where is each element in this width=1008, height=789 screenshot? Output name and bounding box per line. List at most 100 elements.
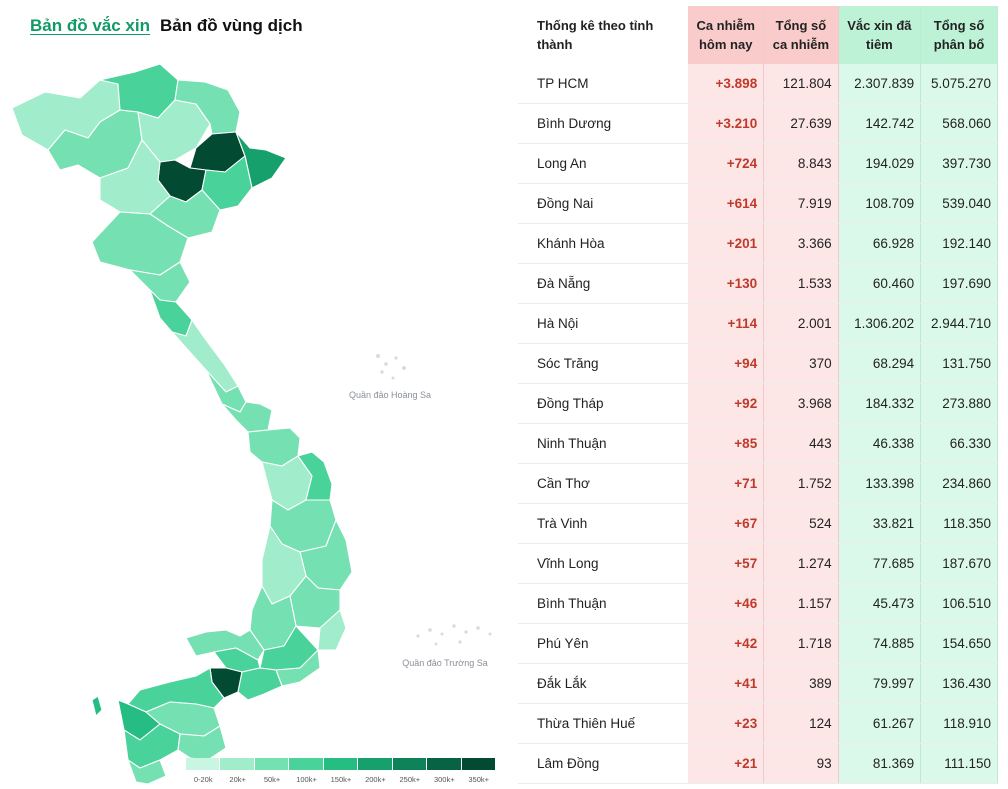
cell-total-cases: 3.968: [763, 383, 839, 424]
cell-province: Trà Vinh: [518, 503, 689, 544]
map-region[interactable]: [237, 667, 283, 701]
table-row[interactable]: Thừa Thiên Huế +23 124 61.267 118.910: [518, 703, 998, 744]
cell-province: Ninh Thuận: [518, 423, 689, 464]
cell-cases-today: +42: [688, 623, 765, 664]
cell-allocated: 154.650: [920, 623, 998, 664]
cell-vaccinated: 79.997: [838, 663, 922, 704]
cell-cases-today: +130: [688, 263, 765, 304]
legend-swatch: [289, 758, 324, 770]
map-island: [402, 366, 406, 370]
map-tabs: Bản đồ vắc xin Bản đồ vùng dịch: [30, 16, 303, 36]
cell-total-cases: 1.752: [763, 463, 839, 504]
province-stats-table-wrap[interactable]: Thống kê theo tỉnh thành Ca nhiễm hôm na…: [518, 6, 998, 784]
cell-allocated: 187.670: [920, 543, 998, 584]
map-island: [428, 628, 432, 632]
table-row[interactable]: Đồng Tháp +92 3.968 184.332 273.880: [518, 383, 998, 424]
map-island: [452, 624, 456, 628]
cell-province: Khánh Hòa: [518, 223, 689, 264]
legend-label: 300k+: [433, 775, 455, 784]
table-row[interactable]: Hà Nội +114 2.001 1.306.202 2.944.710: [518, 303, 998, 344]
cell-total-cases: 1.274: [763, 543, 839, 584]
map-region[interactable]: [317, 609, 347, 651]
legend-swatch: [427, 758, 462, 770]
cell-allocated: 2.944.710: [920, 303, 998, 344]
table-row[interactable]: Trà Vinh +67 524 33.821 118.350: [518, 503, 998, 544]
map-island: [458, 640, 462, 644]
cell-cases-today: +114: [688, 303, 765, 344]
table-row[interactable]: TP HCM +3.898 121.804 2.307.839 5.075.270: [518, 64, 998, 104]
legend-swatch: [220, 758, 255, 770]
cell-allocated: 5.075.270: [920, 64, 998, 104]
table-row[interactable]: Lâm Đồng +21 93 81.369 111.150: [518, 743, 998, 784]
cell-cases-today: +3.898: [688, 64, 765, 104]
cell-vaccinated: 1.306.202: [838, 303, 922, 344]
tab-epidemic-map[interactable]: Bản đồ vùng dịch: [159, 16, 303, 35]
table-row[interactable]: Khánh Hòa +201 3.366 66.928 192.140: [518, 223, 998, 264]
tab-vaccine-map[interactable]: Bản đồ vắc xin: [30, 16, 150, 35]
cell-province: Đồng Tháp: [518, 383, 689, 424]
map-svg[interactable]: Quần đảo Hoàng Sa Quần đảo Trường Sa: [0, 55, 510, 789]
table-row[interactable]: Đà Nẵng +130 1.533 60.460 197.690: [518, 263, 998, 304]
cell-province: Đắk Lắk: [518, 663, 689, 704]
cell-cases-today: +94: [688, 343, 765, 384]
table-row[interactable]: Ninh Thuận +85 443 46.338 66.330: [518, 423, 998, 464]
table-row[interactable]: Phú Yên +42 1.718 74.885 154.650: [518, 623, 998, 664]
map-legend: 0-20k 20k+ 50k+ 100k+ 150k+ 200k+ 250k+ 300k+ 35…: [186, 758, 496, 784]
cell-cases-today: +71: [688, 463, 765, 504]
cell-allocated: 197.690: [920, 263, 998, 304]
table-row[interactable]: Đồng Nai +614 7.919 108.709 539.040: [518, 183, 998, 224]
map-region[interactable]: [221, 401, 273, 433]
cell-cases-today: +41: [688, 663, 765, 704]
col-header-vaccinated[interactable]: Vắc xin đã tiêm: [838, 6, 922, 64]
map-island: [416, 634, 420, 638]
cell-cases-today: +614: [688, 183, 765, 224]
cell-allocated: 136.430: [920, 663, 998, 704]
cell-vaccinated: 2.307.839: [838, 64, 922, 104]
table-row[interactable]: Vĩnh Long +57 1.274 77.685 187.670: [518, 543, 998, 584]
table-row[interactable]: Bình Dương +3.210 27.639 142.742 568.060: [518, 103, 998, 144]
legend-color-bar: [186, 758, 496, 770]
cell-province: Bình Thuận: [518, 583, 689, 624]
col-header-allocated[interactable]: Tổng số phân bổ: [920, 6, 998, 64]
legend-swatch: [186, 758, 221, 770]
table-row[interactable]: Sóc Trăng +94 370 68.294 131.750: [518, 343, 998, 384]
map-island: [476, 626, 480, 630]
province-stats-table: Thống kê theo tỉnh thành Ca nhiễm hôm na…: [518, 6, 998, 784]
map-island: [440, 632, 444, 636]
legend-swatch: [323, 758, 359, 770]
cell-vaccinated: 46.338: [838, 423, 922, 464]
cell-vaccinated: 108.709: [838, 183, 922, 224]
map-region[interactable]: [91, 695, 103, 717]
map-region[interactable]: [289, 575, 341, 629]
map-region[interactable]: [297, 451, 333, 501]
cell-cases-today: +201: [688, 223, 765, 264]
table-row[interactable]: Đắk Lắk +41 389 79.997 136.430: [518, 663, 998, 704]
table-header-row: Thống kê theo tỉnh thành Ca nhiễm hôm na…: [518, 6, 998, 64]
cell-allocated: 397.730: [920, 143, 998, 184]
col-header-cases-today[interactable]: Ca nhiễm hôm nay: [688, 6, 765, 64]
cell-vaccinated: 45.473: [838, 583, 922, 624]
cell-province: Vĩnh Long: [518, 543, 689, 584]
cell-allocated: 568.060: [920, 103, 998, 144]
legend-swatch: [254, 758, 290, 770]
col-header-total-cases[interactable]: Tổng số ca nhiễm: [763, 6, 839, 64]
cell-allocated: 111.150: [920, 743, 998, 784]
table-row[interactable]: Long An +724 8.843 194.029 397.730: [518, 143, 998, 184]
cell-allocated: 118.910: [920, 703, 998, 744]
vietnam-choropleth-map[interactable]: Quần đảo Hoàng Sa Quần đảo Trường Sa: [0, 55, 510, 789]
col-header-province[interactable]: Thống kê theo tỉnh thành: [518, 6, 689, 64]
map-region[interactable]: [177, 725, 227, 761]
cell-cases-today: +3.210: [688, 103, 765, 144]
label-hoang-sa: Quần đảo Hoàng Sa: [349, 390, 431, 400]
table-row[interactable]: Cần Thơ +71 1.752 133.398 234.860: [518, 463, 998, 504]
cell-cases-today: +46: [688, 583, 765, 624]
cell-cases-today: +85: [688, 423, 765, 464]
legend-label: 20k+: [229, 775, 246, 784]
map-region[interactable]: [127, 759, 167, 785]
map-region[interactable]: [99, 139, 171, 215]
map-region[interactable]: [171, 319, 239, 393]
cell-total-cases: 7.919: [763, 183, 839, 224]
legend-swatch: [392, 758, 428, 770]
cell-total-cases: 93: [763, 743, 839, 784]
table-row[interactable]: Bình Thuận +46 1.157 45.473 106.510: [518, 583, 998, 624]
